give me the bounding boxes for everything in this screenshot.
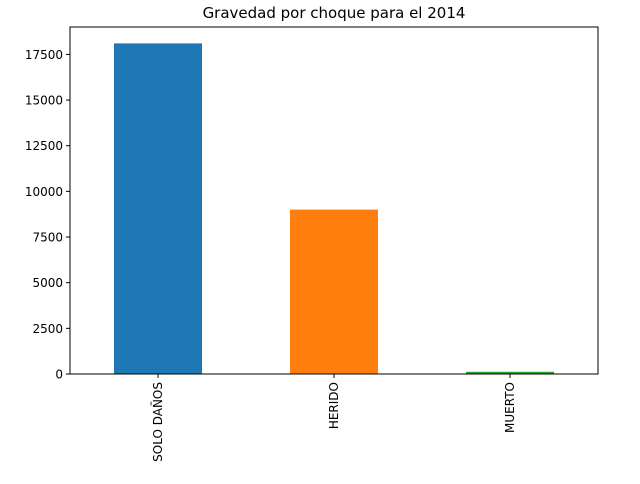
y-tick-label-5: 12500 [25,139,63,153]
x-tick-label-1: HERIDO [327,382,341,429]
bar-0 [114,43,202,375]
y-tick-label-2: 5000 [32,276,63,290]
bar-1 [290,209,378,374]
y-axis: 0 2500 5000 7500 10000 12500 15000 17500 [25,48,70,382]
y-tick-label-6: 15000 [25,94,63,108]
y-tick-label-4: 10000 [25,185,63,199]
chart-title: Gravedad por choque para el 2014 [203,4,466,22]
y-tick-label-3: 7500 [32,231,63,245]
y-tick-label-0: 0 [55,368,63,382]
plot-frame [69,26,599,375]
y-tick-label-1: 2500 [32,322,63,336]
x-tick-label-2: MUERTO [503,382,517,433]
y-tick-label-7: 17500 [25,48,63,62]
x-tick-label-0: SOLO DAÑOS [150,382,165,462]
bar-2 [466,371,554,374]
bars-group [114,43,554,375]
x-axis: SOLO DAÑOS HERIDO MUERTO [150,374,517,462]
